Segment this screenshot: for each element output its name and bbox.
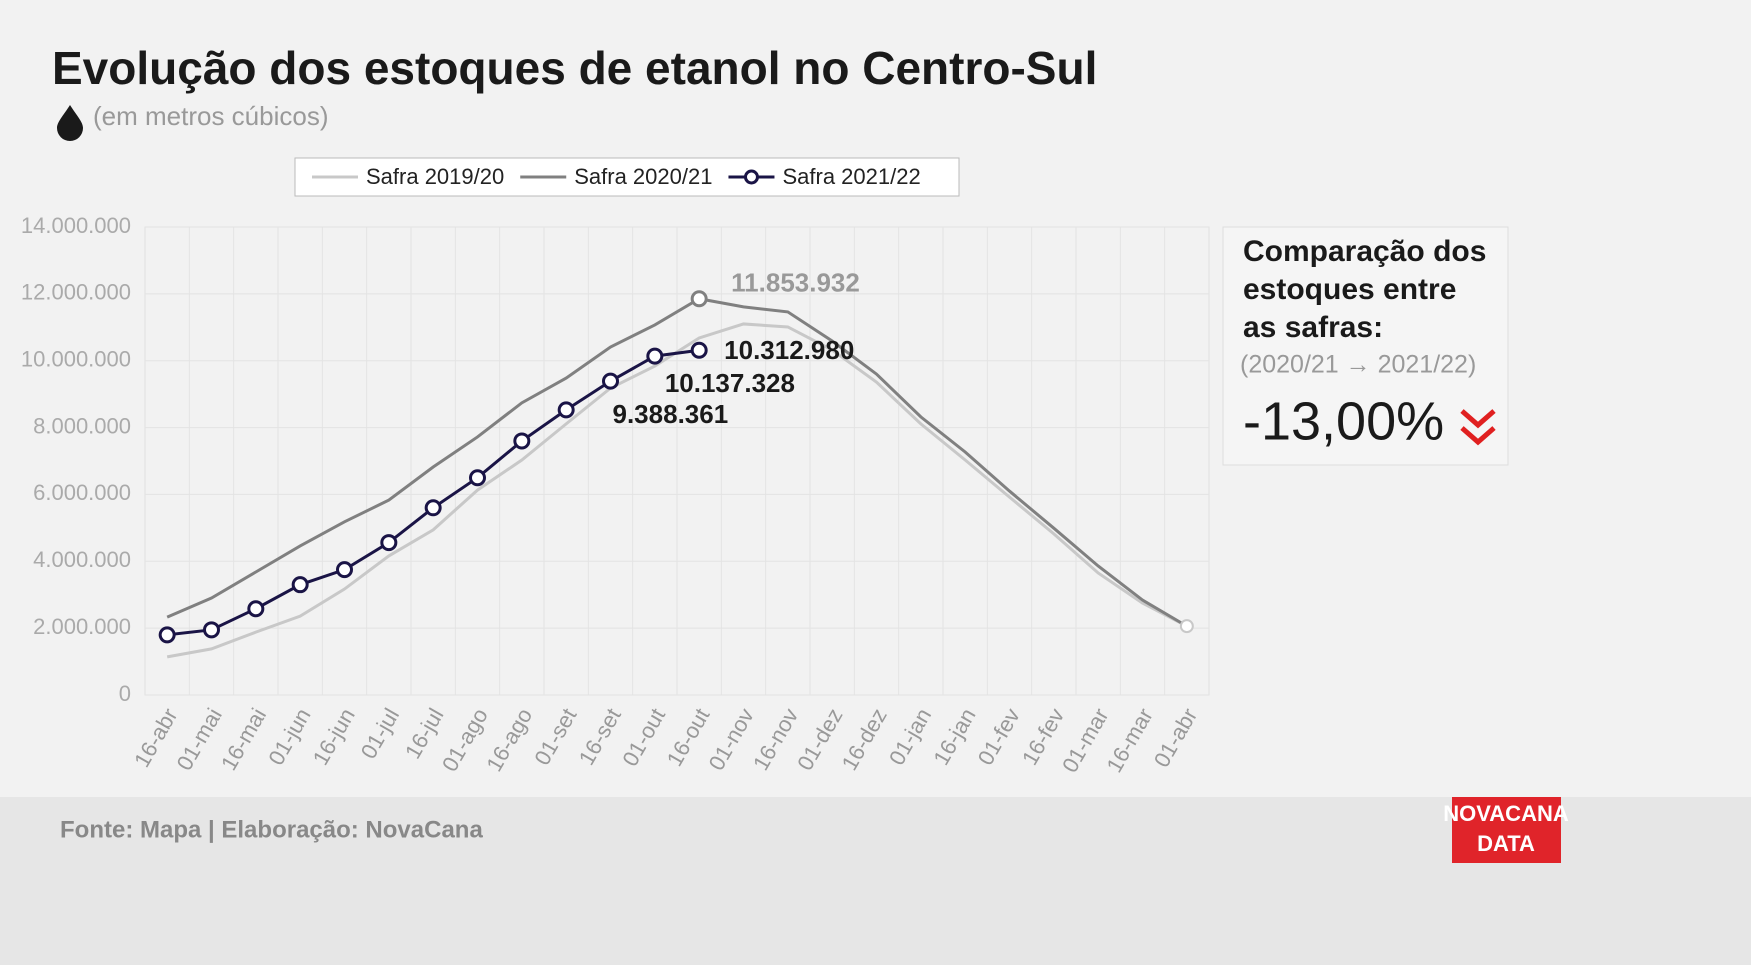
chart-title: Evolução dos estoques de etanol no Centr… xyxy=(52,42,1097,94)
point-marker xyxy=(690,341,708,359)
panel-change: -13,00% xyxy=(1243,391,1444,451)
panel-heading: estoques entre xyxy=(1243,273,1456,306)
y-tick-label: 8.000.000 xyxy=(33,413,131,438)
point-marker xyxy=(203,621,220,639)
y-tick-label: 0 xyxy=(119,681,131,706)
logo-text: DATA xyxy=(1477,831,1535,856)
point-marker xyxy=(291,576,309,594)
panel-comparison: (2020/21 → 2021/22) xyxy=(1240,351,1476,379)
logo xyxy=(1452,797,1561,863)
value-label: 10.137.328 xyxy=(665,368,795,398)
y-tick-label: 12.000.000 xyxy=(21,280,131,305)
value-label: 11.853.932 xyxy=(731,268,860,298)
point-marker xyxy=(646,347,664,365)
y-tick-label: 14.000.000 xyxy=(21,213,131,238)
point-marker xyxy=(602,372,619,390)
point-marker xyxy=(557,401,575,419)
end-marker xyxy=(1179,619,1194,634)
down-icon xyxy=(1460,409,1496,446)
point-marker xyxy=(513,432,531,450)
y-tick-label: 6.000.000 xyxy=(33,480,131,505)
point-marker xyxy=(469,469,486,487)
point-marker xyxy=(690,290,708,308)
point-marker xyxy=(380,534,398,552)
panel-heading: as safras: xyxy=(1243,311,1383,344)
logo-text: NOVACANA xyxy=(1443,801,1569,826)
y-tick-label: 10.000.000 xyxy=(21,347,131,372)
point-marker xyxy=(158,626,176,644)
legend xyxy=(294,157,960,197)
legend-label: Safra 2021/22 xyxy=(782,164,920,189)
footer-source: Fonte: Mapa | Elaboração: NovaCana xyxy=(60,816,483,843)
legend-label: Safra 2019/20 xyxy=(366,164,504,189)
comparison-panel xyxy=(1222,226,1509,466)
value-label: 9.388.361 xyxy=(613,399,729,429)
point-marker xyxy=(424,499,442,517)
point-marker xyxy=(336,561,353,579)
drop-icon xyxy=(57,105,83,141)
subtitle: (em metros cúbicos) xyxy=(93,101,329,131)
legend-marker xyxy=(743,169,759,185)
series-line xyxy=(166,297,1188,628)
legend-label: Safra 2020/21 xyxy=(574,164,712,189)
value-label: 10.312.980 xyxy=(724,335,854,365)
y-tick-label: 4.000.000 xyxy=(33,547,131,572)
y-tick-label: 2.000.000 xyxy=(33,614,131,639)
point-marker xyxy=(247,600,265,618)
panel-heading: Comparação dos xyxy=(1243,235,1486,268)
